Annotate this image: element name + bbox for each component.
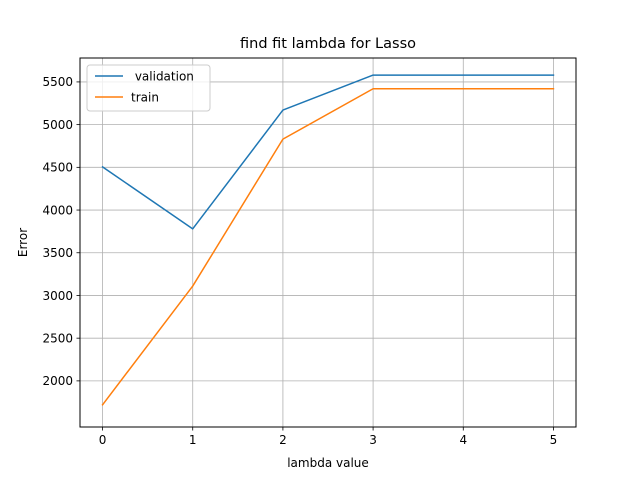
y-tick-label: 4500 bbox=[42, 161, 73, 175]
y-tick-label: 2500 bbox=[42, 331, 73, 345]
y-tick-label: 3500 bbox=[42, 246, 73, 260]
plot-frame bbox=[79, 57, 577, 428]
x-tick-label: 3 bbox=[369, 433, 377, 447]
y-tick-label: 5000 bbox=[42, 118, 73, 132]
chart-title: find fit lambda for Lasso bbox=[240, 36, 416, 52]
y-tick-label: 3000 bbox=[42, 289, 73, 303]
series-line-validation bbox=[101, 74, 555, 230]
series-line-train bbox=[101, 88, 555, 406]
series-layer bbox=[101, 74, 555, 406]
x-tick-label: 5 bbox=[550, 433, 558, 447]
x-tick-label: 4 bbox=[459, 433, 467, 447]
y-axis-label: Error bbox=[16, 228, 30, 257]
legend-label: train bbox=[131, 90, 159, 104]
y-tick-label: 5500 bbox=[42, 75, 73, 89]
y-axis: 2000 2500 3000 3500 4000 4500 5000 5500 bbox=[42, 75, 80, 388]
legend-label: validation bbox=[131, 69, 194, 83]
x-axis: 0 1 2 3 4 5 bbox=[99, 427, 558, 447]
legend: validation train bbox=[86, 64, 211, 112]
y-tick-label: 2000 bbox=[42, 374, 73, 388]
y-tick-label: 4000 bbox=[42, 203, 73, 217]
x-tick-label: 1 bbox=[189, 433, 197, 447]
x-tick-label: 2 bbox=[279, 433, 287, 447]
grid bbox=[80, 58, 576, 427]
x-tick-label: 0 bbox=[99, 433, 107, 447]
x-axis-label: lambda value bbox=[287, 456, 369, 470]
